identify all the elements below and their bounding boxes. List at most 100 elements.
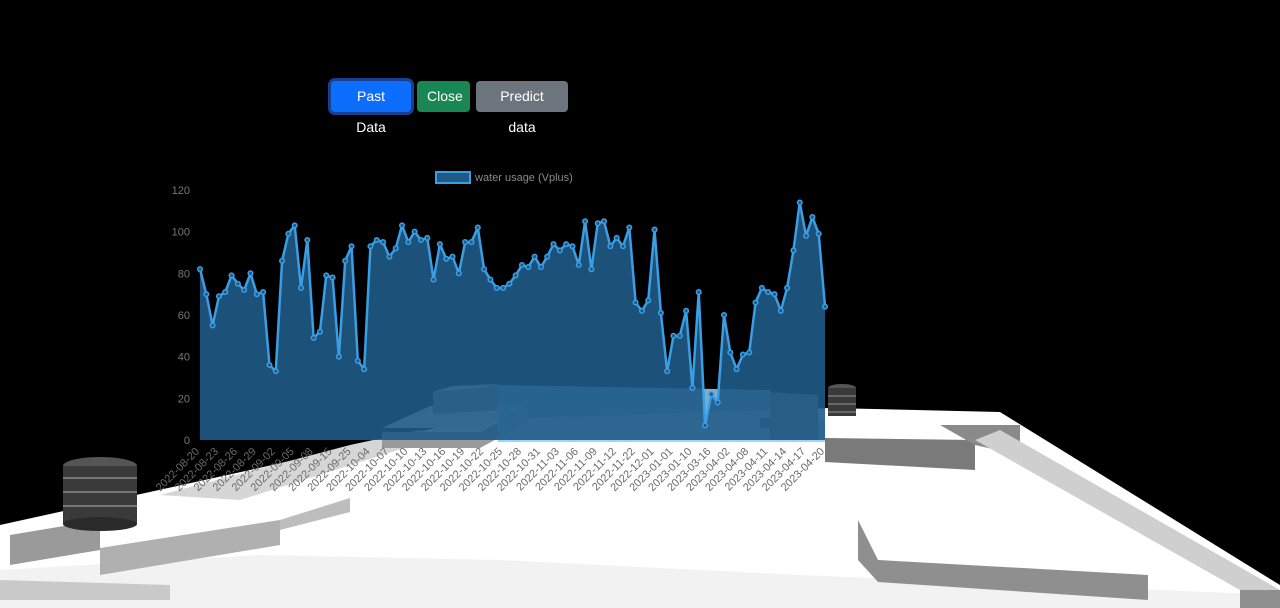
data-point (342, 257, 349, 264)
data-point (468, 239, 475, 246)
data-point (462, 239, 469, 246)
data-point (594, 220, 601, 227)
data-point (600, 218, 608, 225)
data-point (771, 291, 778, 298)
data-point (720, 311, 728, 319)
data-point (784, 284, 791, 291)
data-point (638, 307, 645, 314)
data-point (746, 349, 753, 356)
data-point (752, 299, 759, 306)
data-point (285, 230, 292, 237)
data-point (297, 284, 305, 291)
legend-label: water usage (Vplus) (474, 172, 573, 184)
data-point (796, 199, 803, 206)
data-point (310, 334, 317, 341)
data-point (815, 230, 822, 237)
data-point (632, 299, 639, 306)
y-tick-label: 0 (184, 435, 190, 447)
series-points (196, 199, 829, 429)
data-point (405, 239, 412, 246)
chart-legend: water usage (Vplus) (435, 171, 573, 184)
data-point (708, 391, 715, 398)
rooftop-surface (0, 408, 1280, 608)
legend-swatch (435, 171, 471, 184)
data-point (556, 247, 563, 254)
data-point (481, 266, 488, 273)
y-tick-label: 40 (178, 352, 190, 364)
series-area (198, 201, 827, 440)
series-line (198, 201, 827, 427)
data-point (683, 307, 690, 314)
data-point (676, 332, 683, 339)
data-point (702, 422, 709, 429)
data-point (670, 332, 677, 339)
data-point (222, 289, 229, 296)
data-point (607, 243, 614, 250)
data-point (247, 270, 254, 277)
data-point (209, 322, 216, 329)
data-point (234, 280, 241, 287)
data-point (304, 236, 311, 244)
y-tick-label: 80 (178, 268, 190, 280)
data-point (241, 286, 248, 294)
water-tank-icon (63, 457, 137, 531)
data-point (348, 243, 355, 250)
y-axis: 0 20 40 60 80 100 120 (172, 185, 190, 447)
data-point (493, 284, 500, 291)
data-point (739, 351, 746, 358)
data-point (518, 261, 526, 269)
data-point (613, 234, 620, 241)
data-point (430, 276, 437, 283)
data-point (758, 284, 765, 291)
data-point (588, 266, 595, 273)
data-point (329, 274, 336, 281)
close-button[interactable]: Close (417, 81, 470, 112)
data-point (821, 303, 829, 310)
data-point (449, 253, 456, 260)
data-point (569, 243, 576, 250)
data-point (714, 399, 721, 406)
data-point (499, 284, 507, 291)
y-tick-label: 100 (172, 227, 190, 239)
predict-data-button[interactable]: Predict data (476, 81, 568, 135)
data-point (506, 280, 513, 287)
data-point (203, 291, 210, 298)
data-point (657, 309, 664, 316)
data-point (316, 328, 323, 335)
data-point (272, 368, 279, 375)
data-point (386, 253, 393, 260)
data-point (266, 361, 273, 369)
data-point (651, 226, 658, 233)
data-point (436, 241, 443, 248)
data-point (727, 349, 734, 356)
past-data-button[interactable]: Past Data (331, 81, 411, 135)
data-point (777, 307, 784, 314)
data-point (537, 264, 544, 271)
data-point (411, 228, 418, 235)
data-point (335, 353, 342, 360)
data-point (689, 384, 696, 391)
data-point (582, 218, 589, 225)
data-point (373, 236, 380, 244)
data-point (575, 261, 582, 269)
data-point (417, 236, 425, 244)
data-point (196, 266, 204, 273)
data-point (544, 253, 551, 260)
data-point (424, 234, 431, 241)
data-point (323, 272, 330, 279)
data-point (619, 243, 627, 250)
data-point (563, 241, 570, 248)
data-point (809, 214, 816, 221)
data-point (215, 293, 222, 300)
data-point (398, 222, 406, 229)
data-point (253, 291, 260, 298)
data-point (790, 247, 797, 254)
data-point (531, 253, 538, 260)
data-point (228, 272, 235, 279)
data-point (664, 368, 671, 375)
y-tick-label: 60 (178, 310, 190, 322)
data-point (645, 297, 652, 304)
data-point (733, 366, 740, 373)
x-axis: 2022-08-202022-08-232022-08-262022-08-29… (154, 446, 827, 494)
data-point (443, 255, 450, 262)
